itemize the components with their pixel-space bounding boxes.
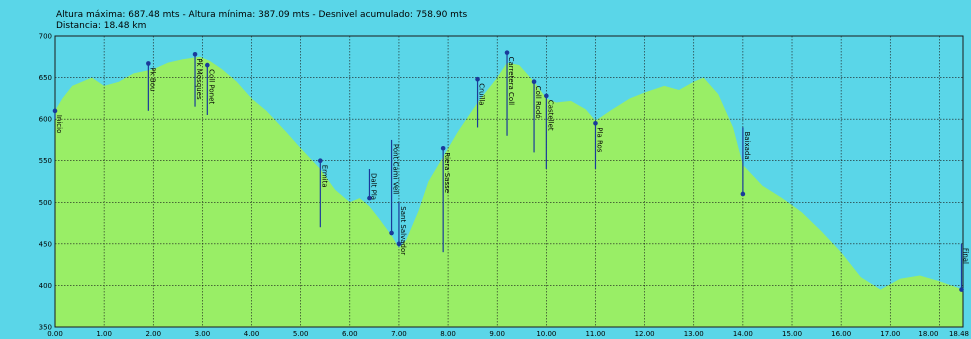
area-layer	[55, 56, 963, 328]
x-tick-label: 16.00	[831, 330, 851, 338]
waypoint-label: Coll Rodó	[534, 86, 542, 119]
y-tick-label: 500	[39, 199, 52, 207]
waypoint-marker	[440, 145, 446, 151]
x-tick-label: 13.00	[684, 330, 704, 338]
y-tick-label: 450	[39, 240, 52, 248]
waypoint-label: Carretera Coll	[507, 57, 515, 106]
x-tick-label: 0.00	[47, 330, 63, 338]
waypoint-marker	[593, 121, 598, 126]
y-tick-label: 600	[39, 116, 52, 124]
chart-header: Altura máxima: 687.48 mts - Altura mínim…	[56, 10, 467, 32]
distance-line: Distancia: 18.48 km	[56, 21, 147, 31]
waypoint-marker	[959, 287, 964, 292]
waypoint-marker	[544, 93, 549, 99]
x-tick-label: 9.00	[489, 330, 505, 338]
waypoint-label: Castellet	[546, 100, 554, 131]
waypoint-label: Baixada	[743, 131, 751, 159]
waypoint-label: Dalt Pla	[369, 173, 377, 200]
waypoint-label: Inicio	[55, 115, 63, 134]
x-tick-label: 14.00	[733, 330, 753, 338]
waypoint-marker	[318, 158, 323, 164]
waypoint-marker	[367, 195, 372, 201]
waypoint-marker	[146, 61, 151, 66]
y-tick-label: 650	[39, 74, 52, 82]
waypoint-marker	[192, 51, 198, 57]
x-tick-label: 15.00	[782, 330, 802, 338]
x-tick-label: 3.00	[195, 330, 211, 338]
x-tick-label: 1.00	[96, 330, 112, 338]
x-tick-label: 10.00	[536, 330, 556, 338]
waypoint-label: Coll Ponet	[207, 69, 215, 104]
axis-layer: 350 400 450 500 550 600 650 700 0.00 1.00 2.00 3.00…	[39, 33, 969, 339]
waypoint-marker	[475, 76, 480, 82]
y-tick-label: 700	[39, 33, 52, 41]
waypoint-marker	[389, 230, 394, 236]
waypoint-marker	[396, 241, 402, 247]
waypoint-label: Riera Sasse	[443, 152, 451, 193]
x-tick-label: 5.00	[293, 330, 309, 338]
x-tick-label: 18.48	[949, 330, 969, 338]
waypoint-marker	[740, 191, 746, 197]
x-tick-label: 12.00	[635, 330, 655, 338]
x-tick-label: 6.00	[342, 330, 358, 338]
x-tick-label: 7.00	[391, 330, 407, 338]
x-tick-label: 18.00	[918, 330, 938, 338]
x-tick-label: 11.00	[585, 330, 605, 338]
y-tick-label: 550	[39, 157, 52, 165]
waypoint-label: Ermita	[320, 165, 328, 188]
waypoint-label: Sant Salvador	[399, 206, 407, 255]
x-tick-label: 17.00	[880, 330, 900, 338]
x-tick-label: 2.00	[145, 330, 161, 338]
waypoint-layer: Inicio Pk Bou Pk Mosques Coll Ponet Ermita Da…	[52, 50, 970, 292]
grid-layer	[54, 35, 964, 328]
waypoint-marker	[205, 62, 210, 68]
x-tick-label: 4.00	[244, 330, 260, 338]
x-tick-label: 8.00	[440, 330, 456, 338]
waypoint-label: Pk Mosques	[195, 58, 203, 100]
waypoint-label: Final	[962, 248, 970, 264]
waypoint-label: Pk Bou	[148, 67, 156, 91]
waypoint-marker	[531, 79, 537, 85]
summary-line: Altura máxima: 687.48 mts - Altura mínim…	[56, 10, 468, 20]
waypoint-label: Cruïlla	[478, 83, 486, 105]
waypoint-label: Pont Camí Vell	[392, 144, 400, 194]
elevation-area	[55, 56, 963, 328]
waypoint-label: Pla Ros	[595, 127, 603, 153]
waypoint-marker	[52, 108, 58, 114]
y-tick-label: 350	[39, 324, 52, 332]
y-tick-label: 400	[39, 282, 52, 290]
waypoint-marker	[504, 50, 510, 55]
